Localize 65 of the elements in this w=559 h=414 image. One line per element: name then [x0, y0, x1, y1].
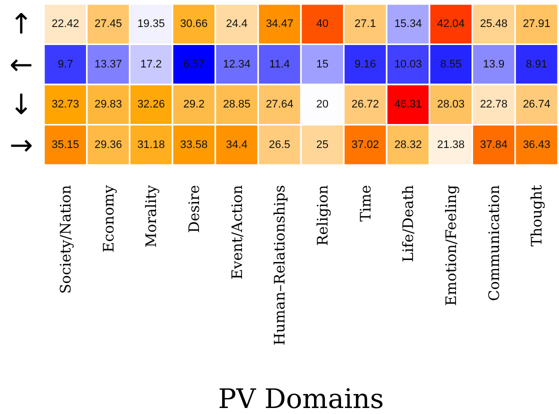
data-label: 32.73 — [52, 98, 80, 111]
data-label: 36.43 — [522, 138, 550, 151]
data-label: 34.4 — [226, 138, 248, 151]
data-label: 15 — [316, 58, 329, 70]
data-label: 28.85 — [222, 98, 251, 111]
data-label: 24.4 — [226, 18, 248, 30]
data-label: 15.34 — [394, 18, 422, 30]
x-tick-label: Thought — [530, 184, 546, 247]
data-label: 29.36 — [94, 138, 122, 151]
data-label: 29.83 — [94, 98, 122, 111]
data-label: 21.38 — [437, 138, 465, 151]
x-tick-label: Economy — [101, 184, 118, 252]
data-label: 27.1 — [354, 18, 376, 30]
data-label: 37.02 — [351, 138, 380, 151]
data-label: 26.5 — [268, 138, 290, 151]
x-tick-label: Morality — [144, 184, 160, 248]
data-label: 28.32 — [394, 138, 422, 151]
x-tick-label: Event/Action — [230, 185, 246, 280]
data-label: 37.84 — [480, 138, 508, 151]
data-label: 13.37 — [94, 58, 122, 70]
data-label: 8.91 — [526, 58, 548, 70]
x-axis-title: PV Domains — [218, 384, 384, 414]
data-label: 31.18 — [137, 138, 165, 151]
data-label: 46.31 — [394, 98, 422, 111]
x-tick-label: Communication — [486, 185, 503, 301]
data-label: 40 — [316, 18, 329, 30]
data-label: 6.57 — [183, 58, 205, 70]
data-label: 35.15 — [52, 138, 80, 151]
data-label: 26.74 — [522, 98, 550, 111]
data-label: 22.42 — [52, 18, 80, 30]
data-label: 25 — [316, 138, 329, 151]
y-tick-label: → — [10, 128, 33, 162]
data-label: 22.78 — [480, 98, 508, 111]
x-tick-label: Life/Death — [401, 185, 418, 262]
data-label: 8.55 — [440, 58, 462, 70]
data-label: 11.4 — [269, 58, 290, 70]
data-label: 29.2 — [183, 98, 205, 111]
data-label: 19.35 — [137, 18, 165, 30]
y-tick-label: ↑ — [10, 8, 33, 41]
x-tick-label: Desire — [186, 185, 203, 233]
x-tick-label: Emotion/Feeling — [444, 185, 460, 306]
x-tick-label: Society/Nation — [58, 185, 74, 294]
data-label: 27.91 — [522, 18, 550, 30]
data-label: 27.45 — [94, 18, 122, 30]
data-label: 26.72 — [351, 98, 380, 111]
data-label: 20 — [316, 98, 329, 111]
data-label: 28.03 — [437, 98, 465, 111]
data-label: 9.7 — [58, 58, 74, 70]
data-label: 34.47 — [266, 18, 294, 30]
data-label: 9.16 — [354, 58, 376, 70]
x-tick-label: Time — [358, 185, 374, 222]
x-tick-label: Religion — [315, 185, 332, 246]
data-label: 10.03 — [394, 58, 422, 70]
data-label: 42.04 — [437, 18, 465, 30]
data-label: 27.64 — [266, 98, 294, 111]
data-label: 30.66 — [180, 18, 208, 30]
data-label: 25.48 — [480, 18, 508, 30]
x-tick-label: Human–Relationships — [272, 185, 289, 346]
data-label: 32.26 — [137, 98, 165, 111]
y-tick-label: ← — [10, 48, 33, 81]
y-tick-label: ↓ — [10, 88, 33, 122]
data-label: 33.58 — [180, 138, 208, 151]
data-label: 12.34 — [222, 58, 251, 70]
data-label: 13.9 — [483, 58, 504, 70]
data-label: 17.2 — [140, 58, 162, 70]
